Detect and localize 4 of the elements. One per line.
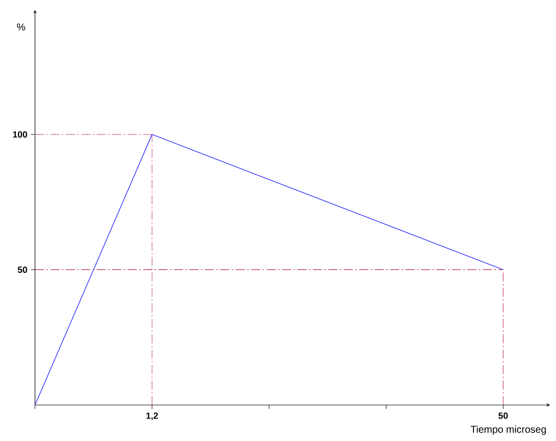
x-tick-label: 1,2	[146, 412, 158, 420]
y-axis-title: %	[16, 24, 26, 30]
x-axis-title: Tiempo microseg	[470, 426, 546, 435]
y-tick-label: 100	[13, 131, 28, 138]
